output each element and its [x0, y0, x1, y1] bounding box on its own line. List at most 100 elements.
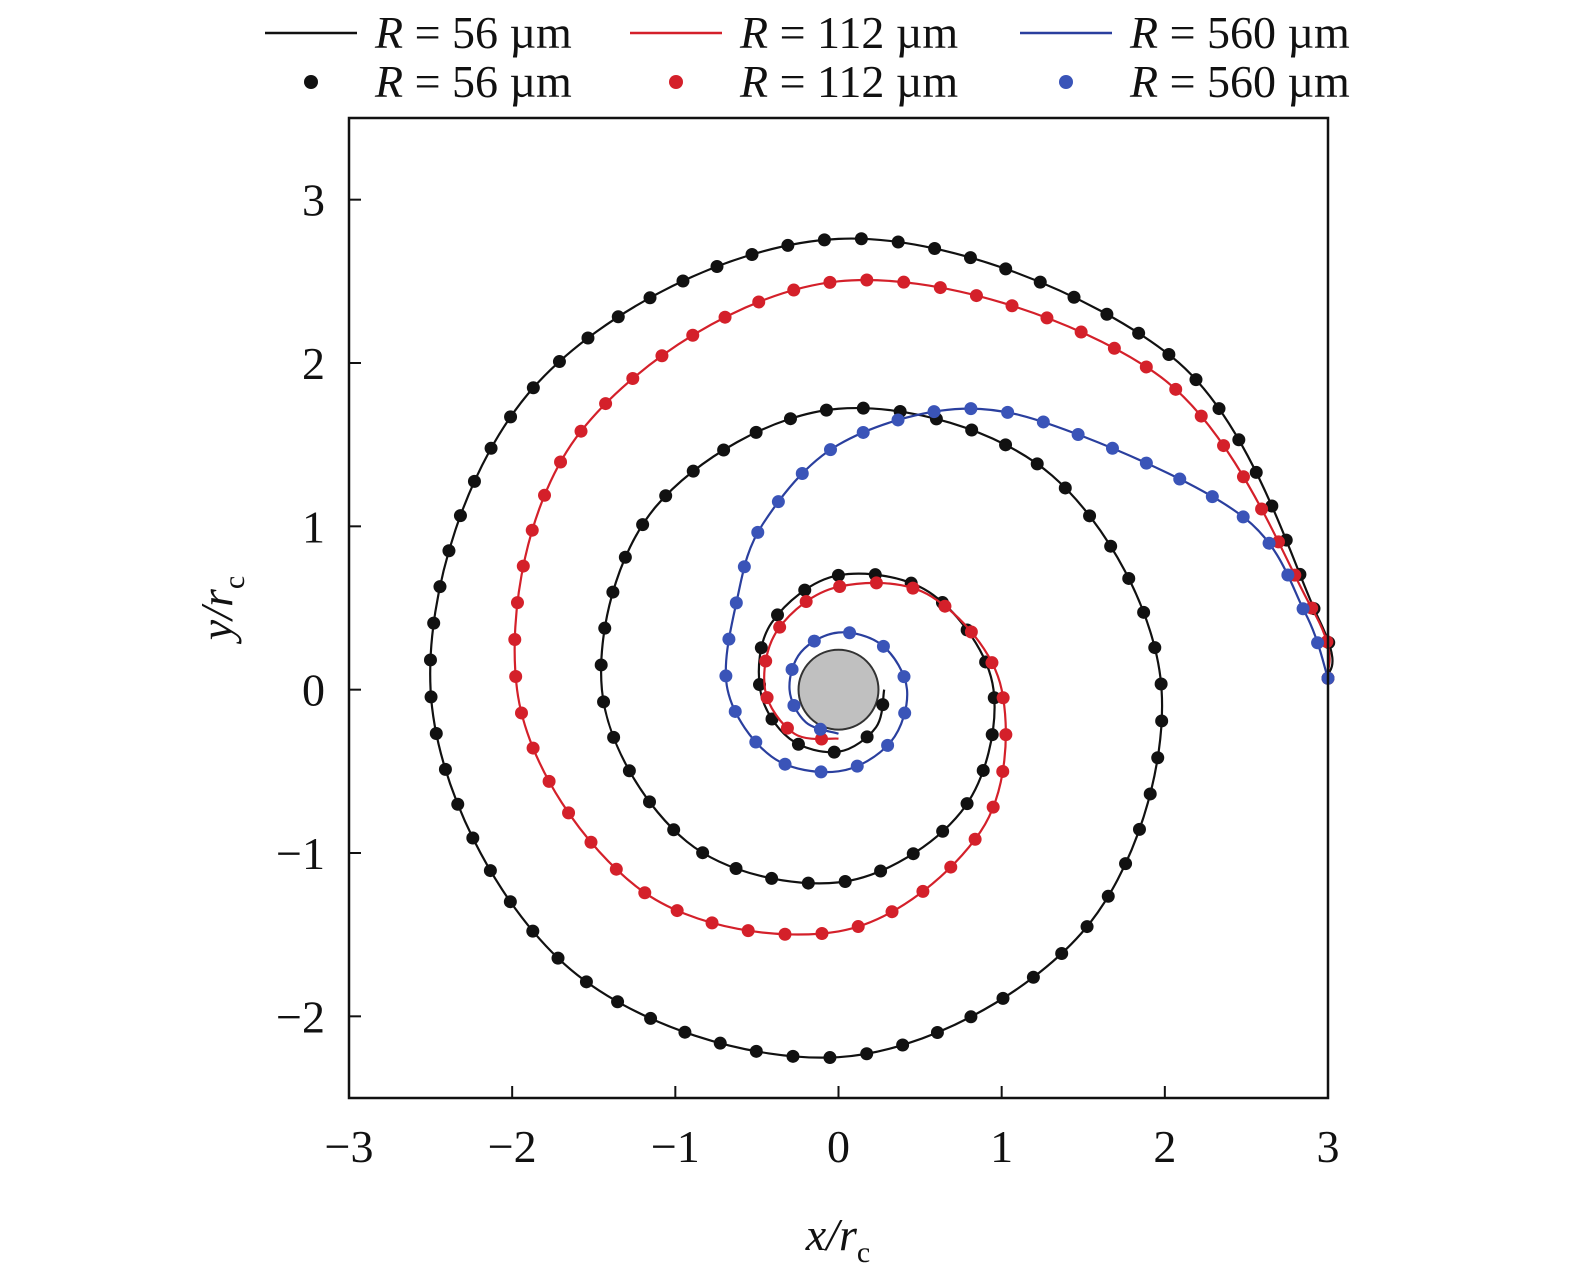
series-marker — [1151, 751, 1165, 765]
series-marker — [798, 583, 812, 597]
legend-entry: R = 56 µm — [304, 56, 572, 107]
series-marker — [874, 864, 888, 878]
series-marker — [965, 423, 979, 437]
series-marker — [876, 639, 890, 653]
series-marker — [1169, 382, 1183, 396]
series-marker — [1236, 470, 1250, 484]
series-marker — [1139, 360, 1153, 374]
series-marker — [850, 759, 864, 773]
series-marker — [710, 259, 724, 273]
series-marker — [526, 381, 540, 395]
series-marker — [815, 926, 829, 940]
series-marker — [1236, 510, 1250, 524]
series-marker — [504, 410, 518, 424]
series-marker — [1101, 889, 1115, 903]
series-marker — [1033, 275, 1047, 289]
series-marker — [986, 800, 1000, 814]
series-marker — [581, 331, 595, 345]
series-marker — [1104, 539, 1118, 553]
series-marker — [713, 1036, 727, 1050]
series-marker — [985, 656, 999, 670]
series-marker — [869, 576, 883, 590]
x-axis-label: x/rc — [805, 1209, 870, 1269]
series-marker — [749, 1044, 763, 1058]
series-marker — [722, 632, 736, 646]
series-marker — [786, 1049, 800, 1063]
series-marker — [936, 824, 950, 838]
legend-entry: R = 56 µm — [265, 7, 572, 58]
plot-area — [423, 232, 1336, 1065]
legend: R = 56 µm R = 112 µm R = 560 µm R = 56 µm R … — [265, 7, 1350, 107]
series-marker — [514, 706, 528, 720]
series-marker — [1255, 502, 1269, 516]
series-marker — [1071, 428, 1085, 442]
series-marker — [451, 797, 465, 811]
series-1 — [508, 273, 1335, 941]
series-marker — [719, 669, 733, 683]
y-axis-label: y/rc — [191, 576, 251, 644]
series-marker — [760, 691, 774, 705]
series-marker — [686, 328, 700, 342]
y-tick-label: 3 — [302, 175, 325, 226]
series-marker — [814, 765, 828, 779]
series-marker — [996, 764, 1010, 778]
series-marker — [791, 737, 805, 751]
series-marker — [963, 251, 977, 265]
series-marker — [799, 595, 813, 609]
series-marker — [1148, 641, 1162, 655]
plot-frame — [347, 116, 1330, 1100]
series-marker — [741, 924, 755, 938]
series-marker — [538, 488, 552, 502]
legend-label: R = 56 µm — [374, 56, 572, 107]
series-marker — [1137, 605, 1151, 619]
legend-entry: R = 560 µm — [1020, 7, 1350, 58]
series-marker — [815, 732, 829, 746]
series-marker — [1036, 415, 1050, 429]
series-marker — [643, 795, 657, 809]
series-marker — [745, 247, 759, 261]
series-marker — [752, 295, 766, 309]
y-tick-label: 1 — [302, 501, 325, 552]
series-marker — [891, 235, 905, 249]
series-marker — [1189, 373, 1203, 387]
series-marker — [754, 641, 768, 655]
x-tick-label: −2 — [488, 1121, 537, 1172]
series-marker — [574, 424, 588, 438]
series-marker — [676, 274, 690, 288]
series-marker — [729, 861, 743, 875]
series-marker — [737, 560, 751, 574]
series-marker — [525, 523, 539, 537]
legend-label: R = 112 µm — [739, 7, 958, 58]
series-marker — [771, 608, 785, 622]
series-marker — [749, 425, 763, 439]
series-marker — [542, 774, 556, 788]
series-marker — [996, 691, 1010, 705]
series-marker — [503, 895, 517, 909]
series-marker — [1030, 457, 1044, 471]
series-marker — [996, 991, 1010, 1005]
legend-entry: R = 560 µm — [1059, 56, 1350, 107]
series-marker — [433, 580, 447, 594]
series-marker — [801, 876, 815, 890]
series-marker — [1265, 499, 1279, 513]
series-marker — [678, 1025, 692, 1039]
series-marker — [891, 413, 905, 427]
series-marker — [598, 621, 612, 635]
series-marker — [823, 1051, 837, 1065]
y-tick-label: 0 — [302, 665, 325, 716]
series-marker — [618, 550, 632, 564]
series-marker — [773, 620, 787, 634]
series-marker — [817, 233, 831, 247]
x-tick-label: −1 — [651, 1121, 700, 1172]
series-marker — [780, 721, 794, 735]
series-marker — [897, 670, 911, 684]
series-marker — [860, 273, 874, 287]
series-marker — [1040, 311, 1054, 325]
series-marker — [1067, 290, 1081, 304]
series-marker — [579, 975, 593, 989]
series-marker — [562, 806, 576, 820]
series-marker — [927, 405, 941, 419]
series-marker — [938, 599, 952, 613]
series-marker — [728, 704, 742, 718]
